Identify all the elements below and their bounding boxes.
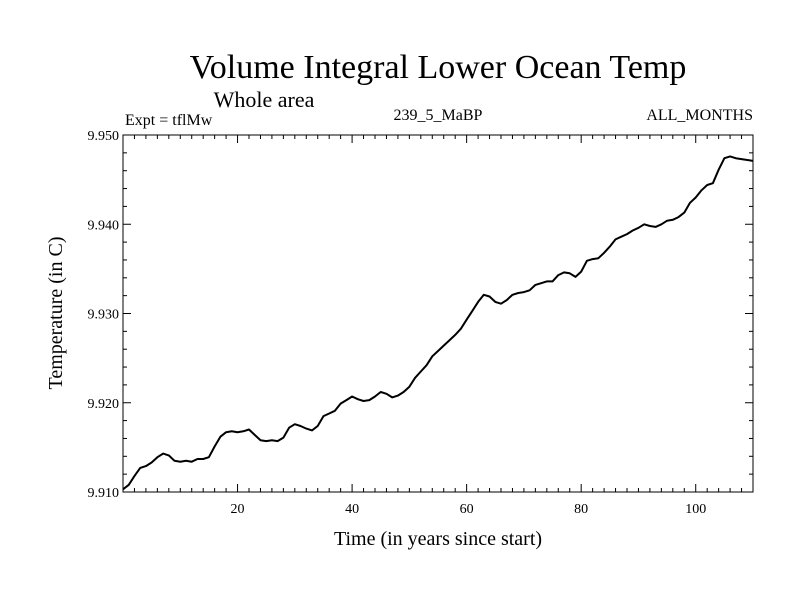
y-tick-label: 9.920	[88, 397, 120, 412]
x-tick-label: 100	[685, 502, 706, 517]
y-tick-label: 9.940	[88, 218, 120, 233]
y-tick-label: 9.950	[88, 129, 120, 144]
x-tick-label: 40	[345, 502, 359, 517]
plot-frame	[122, 134, 754, 493]
x-tick-label: 60	[460, 502, 474, 517]
series-group	[122, 155, 754, 491]
y-tick-label: 9.910	[88, 486, 120, 501]
header-run: 239_5_MaBP	[394, 107, 483, 124]
chart-subtitle: Whole area	[214, 87, 315, 112]
header-expt: Expt = tflMw	[125, 112, 213, 129]
y-tick-label: 9.930	[88, 308, 120, 323]
axis-tick-labels: 20 40 60 80 100 9.910 9.920 9.930 9.940 9.950	[88, 129, 707, 517]
y-axis-label: Temperature (in C)	[45, 237, 67, 390]
x-axis-label: Time (in years since start)	[334, 528, 542, 550]
x-tick-label: 80	[574, 502, 588, 517]
axis-ticks	[123, 135, 753, 492]
x-tick-label: 20	[231, 502, 245, 517]
header-months: ALL_MONTHS	[646, 107, 753, 124]
chart-title: Volume Integral Lower Ocean Temp	[190, 49, 687, 86]
series-line-tflMw	[122, 155, 754, 491]
